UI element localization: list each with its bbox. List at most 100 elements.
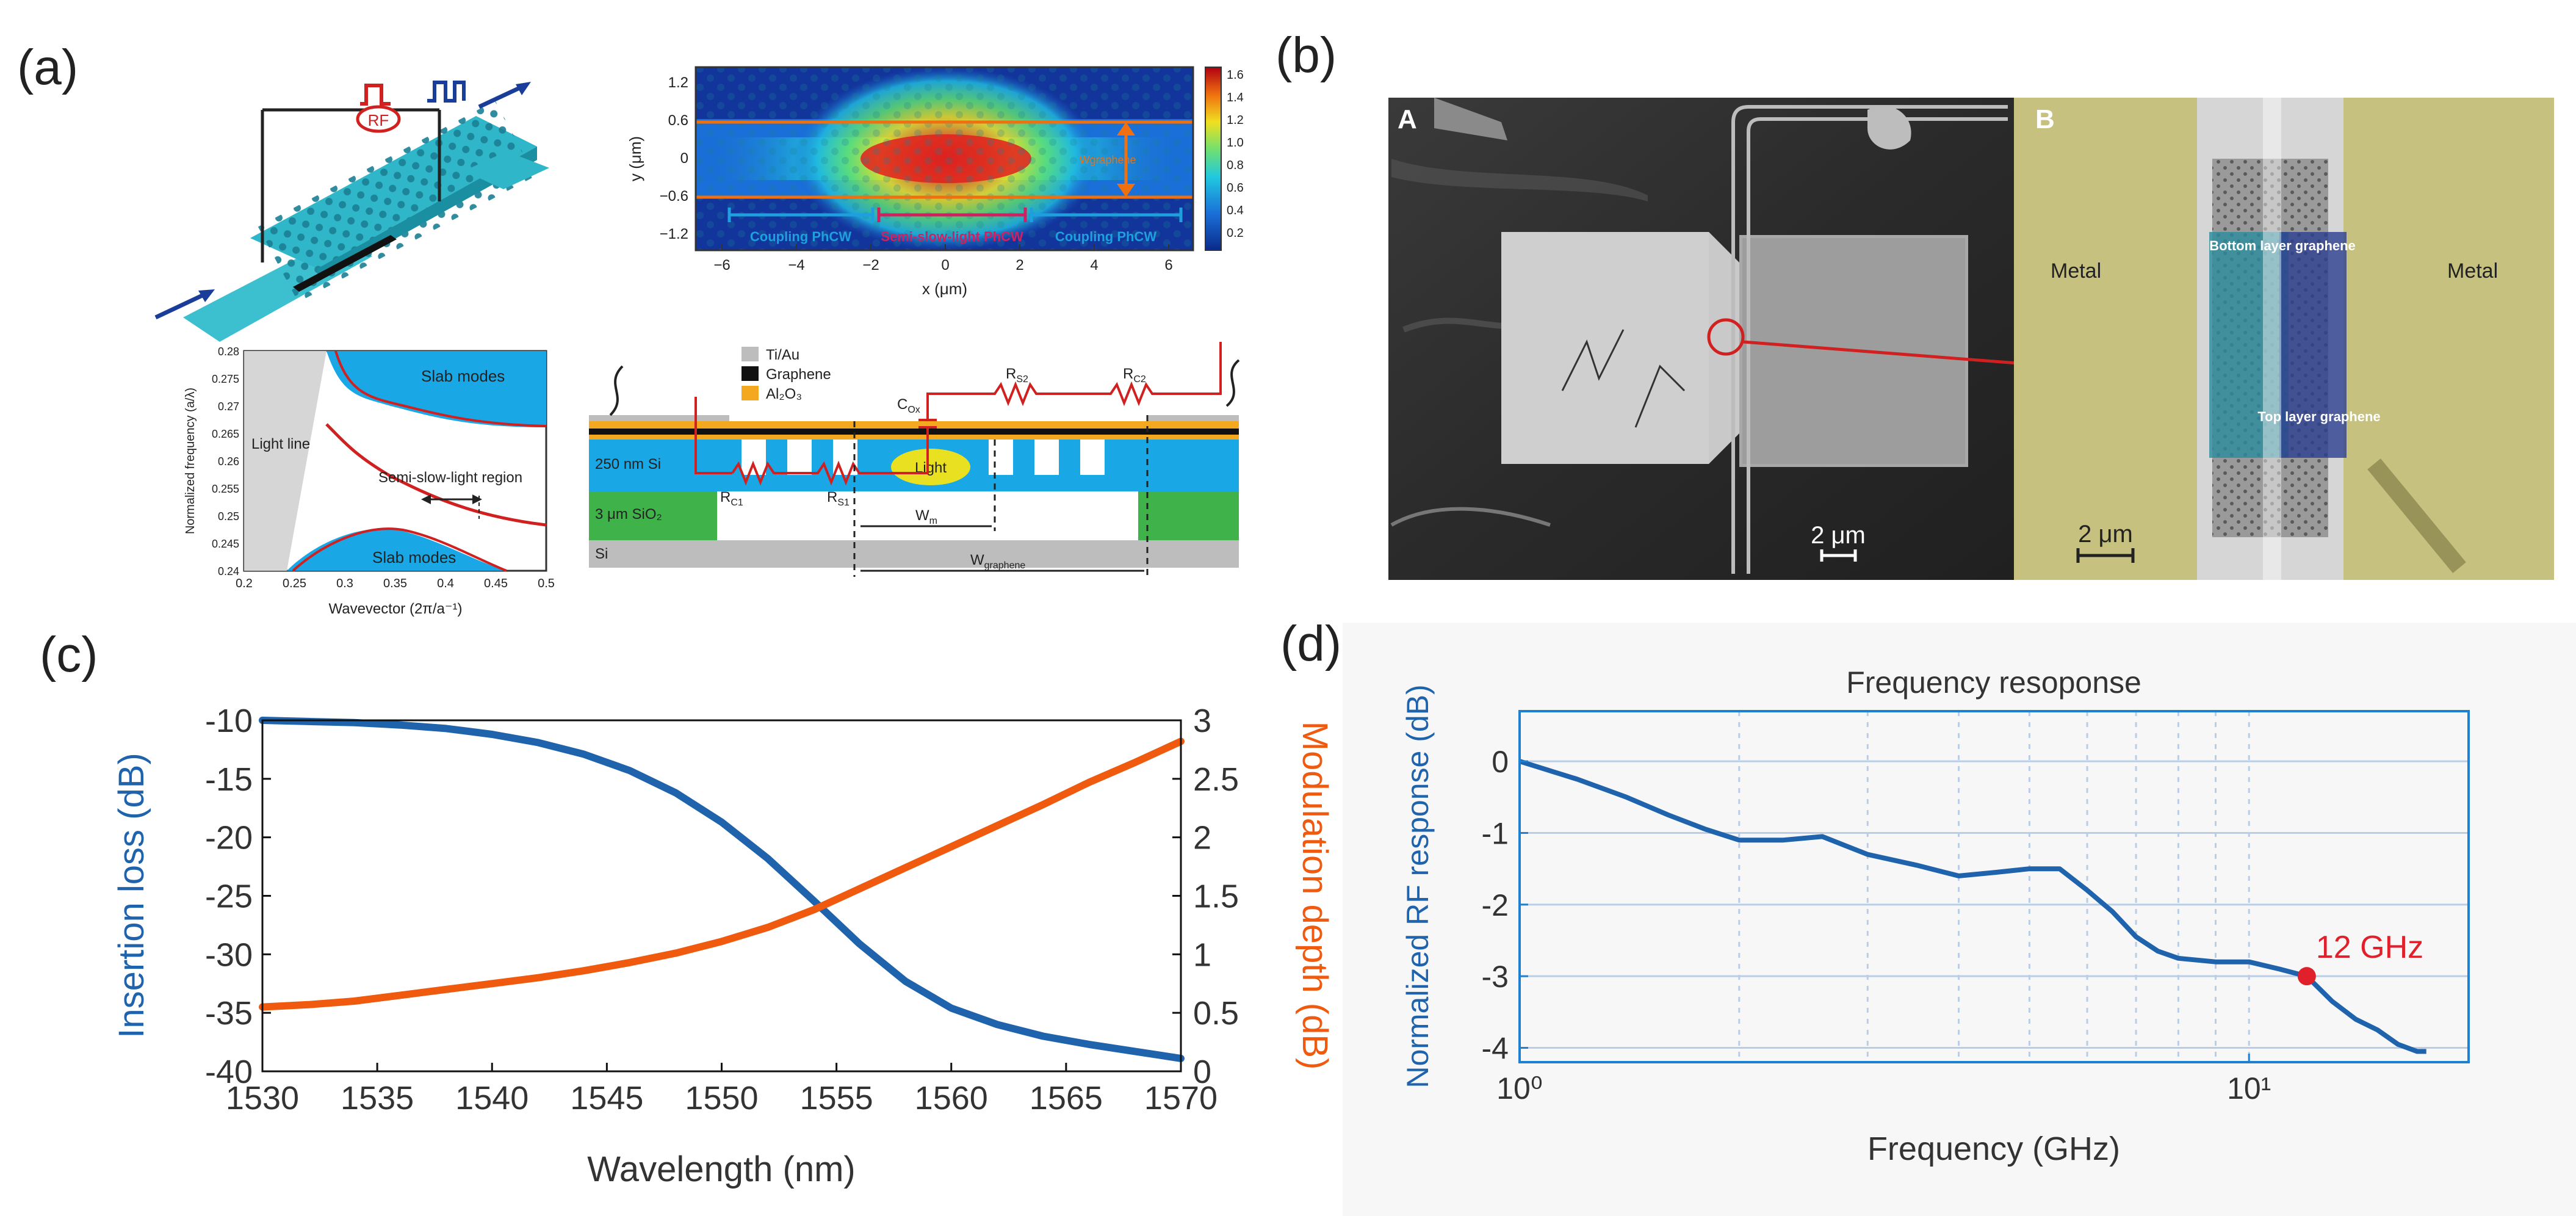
right-tick-label: 2 bbox=[1193, 820, 1211, 856]
top-layer-label: Top layer graphene bbox=[2257, 409, 2380, 424]
chart-c-right-ticks: 3 2.5 2 1.5 1 0.5 0 bbox=[1172, 703, 1239, 1090]
heatmap-ytick-label: −1.2 bbox=[660, 226, 688, 242]
heatmap-xtick-label: −6 bbox=[713, 257, 730, 273]
x-tick-label: 1555 bbox=[800, 1080, 873, 1116]
device-illustration: RF bbox=[154, 81, 549, 342]
heatmap-ytick-label: 1.2 bbox=[668, 74, 688, 91]
svg-text:Wm: Wm bbox=[915, 507, 937, 526]
legend-graphene: Graphene bbox=[766, 366, 831, 383]
wgraphene-label: Wgraphene bbox=[1079, 154, 1136, 166]
svg-text:RF: RF bbox=[368, 111, 389, 129]
wgraphene-dim-subscript: graphene bbox=[984, 560, 1026, 571]
heatmap-label-coupling-left: Coupling PhCW bbox=[750, 229, 851, 244]
heatmap-xlabel: x (μm) bbox=[922, 280, 967, 298]
band-ytick-label: 0.26 bbox=[218, 455, 239, 468]
rc1-label: R bbox=[720, 489, 731, 505]
y-tick-label: -3 bbox=[1482, 960, 1509, 994]
chart-c: -10 -15 -20 -25 -30 -35 -40 3 2.5 2 1.5 1 0.5 0 1530… bbox=[112, 703, 1335, 1189]
panel-label-b: (b) bbox=[1275, 27, 1337, 83]
rc2-label: R bbox=[1123, 366, 1133, 382]
heatmap-ytick-label: 0 bbox=[680, 150, 688, 167]
svg-text:RS2: RS2 bbox=[1006, 366, 1028, 385]
left-tick-label: -25 bbox=[205, 878, 253, 915]
band-ytick-label: 0.255 bbox=[212, 483, 239, 495]
x-tick-label: 10⁰ bbox=[1496, 1071, 1543, 1106]
band-xtick-label: 0.25 bbox=[283, 577, 306, 590]
chart-d: 12 GHz 0 -1 -2 -3 -4 10⁰ 10¹ Frequency resopo… bbox=[1343, 623, 2576, 1216]
x-tick-label: 1570 bbox=[1144, 1080, 1218, 1116]
band-ylabel: Normalized frequency (a/λ) bbox=[184, 388, 197, 534]
heatmap-ytick-label: −0.6 bbox=[660, 188, 688, 204]
heatmap-label-coupling-right: Coupling PhCW bbox=[1055, 229, 1156, 244]
wm-subscript: m bbox=[929, 516, 937, 526]
colorbar-tick-label: 1.6 bbox=[1227, 68, 1244, 82]
heatmap-xtick-label: −4 bbox=[788, 257, 804, 273]
colorbar-tick-label: 1.0 bbox=[1227, 136, 1244, 150]
x-tick-label: 1535 bbox=[341, 1080, 414, 1116]
left-tick-label: -10 bbox=[205, 703, 253, 739]
band-xtick-label: 0.2 bbox=[236, 577, 253, 590]
cross-section: Ti/Au Graphene Al₂O₃ 250 nm Si 3 μm SiO₂… bbox=[589, 342, 1240, 577]
colorbar-tick-label: 0.6 bbox=[1227, 181, 1244, 195]
right-tick-label: 1.5 bbox=[1193, 878, 1239, 915]
band-ytick-label: 0.265 bbox=[212, 428, 239, 440]
left-tick-label: -20 bbox=[205, 820, 253, 856]
band-xlabel: Wavevector (2π/a⁻¹) bbox=[328, 601, 462, 617]
band-ytick-label: 0.28 bbox=[218, 346, 239, 358]
layer-sio2: 3 μm SiO₂ bbox=[595, 506, 662, 523]
annotation-label: 12 GHz bbox=[2316, 930, 2423, 965]
heatmap-xtick-label: 6 bbox=[1164, 257, 1172, 273]
band-xtick-label: 0.4 bbox=[437, 577, 454, 590]
rs1-subscript: S1 bbox=[837, 498, 850, 508]
chart-c-marks bbox=[259, 717, 1185, 1062]
chart-c-x-ticks: 1530 1535 1540 1545 1550 1555 1560 1565 1570 bbox=[226, 1063, 1218, 1116]
sem-image-a: A 2 μm bbox=[1388, 98, 2066, 580]
x-tick-label: 1545 bbox=[570, 1080, 643, 1116]
band-ytick-label: 0.27 bbox=[218, 400, 239, 413]
band-ytick-label: 0.245 bbox=[212, 538, 239, 550]
layer-si-substrate: Si bbox=[595, 546, 608, 562]
layer-si-top: 250 nm Si bbox=[595, 456, 661, 472]
wm-label: W bbox=[915, 507, 929, 524]
cox-label: C bbox=[897, 396, 907, 413]
colorbar-tick-label: 0.4 bbox=[1227, 204, 1244, 217]
rs2-label: R bbox=[1006, 366, 1016, 382]
heatmap-label-slow-light: Semi-slow-light PhCW bbox=[881, 229, 1023, 244]
sem-b-scale: 2 μm bbox=[2078, 521, 2133, 548]
svg-text:Wgraphene: Wgraphene bbox=[970, 552, 1025, 571]
legend-tiau: Ti/Au bbox=[766, 347, 799, 363]
right-tick-label: 2.5 bbox=[1193, 761, 1239, 798]
rs2-subscript: S2 bbox=[1016, 374, 1028, 385]
field-heatmap: Wgraphene Coupling PhCW Semi-slow-light … bbox=[626, 66, 1244, 298]
wgraphene-dim-label: W bbox=[970, 552, 984, 568]
y-tick-label: 0 bbox=[1492, 745, 1509, 779]
left-tick-label: -15 bbox=[205, 761, 253, 798]
band-label-region: Semi-slow-light region bbox=[378, 469, 522, 486]
heatmap-ytick-label: 0.6 bbox=[668, 112, 688, 129]
cox-subscript: Ox bbox=[907, 405, 920, 415]
chart-d-ylabel: Normalized RF response (dB) bbox=[1401, 684, 1435, 1088]
chart-d-frame bbox=[1518, 710, 2470, 1063]
heatmap-xtick-label: 4 bbox=[1090, 257, 1098, 273]
panel-label-a: (a) bbox=[17, 40, 78, 95]
band-label-slab-top: Slab modes bbox=[421, 367, 505, 385]
panel-label-c: (c) bbox=[40, 627, 98, 682]
x-tick-label: 1530 bbox=[226, 1080, 299, 1116]
metal-left-label: Metal bbox=[2051, 259, 2101, 283]
right-tick-label: 0 bbox=[1193, 1054, 1211, 1090]
left-tick-label: -30 bbox=[205, 936, 253, 973]
right-tick-label: 0.5 bbox=[1193, 995, 1239, 1032]
x-tick-label: 1550 bbox=[685, 1080, 758, 1116]
chart-c-ylabel-right: Modulation depth (dB) bbox=[1295, 722, 1335, 1070]
band-label-slab-bottom: Slab modes bbox=[372, 548, 456, 566]
y-tick-label: -4 bbox=[1482, 1032, 1509, 1066]
x-tick-label: 1540 bbox=[455, 1080, 529, 1116]
svg-text:RC2: RC2 bbox=[1123, 366, 1146, 385]
svg-text:COx: COx bbox=[897, 396, 920, 415]
band-xtick-label: 0.5 bbox=[538, 577, 555, 590]
band-ytick-label: 0.24 bbox=[218, 565, 239, 577]
rs1-label: R bbox=[827, 489, 837, 505]
metal-right-label: Metal bbox=[2447, 259, 2498, 283]
sem-a-tag: A bbox=[1398, 104, 1417, 134]
y-tick-label: -2 bbox=[1482, 888, 1509, 922]
